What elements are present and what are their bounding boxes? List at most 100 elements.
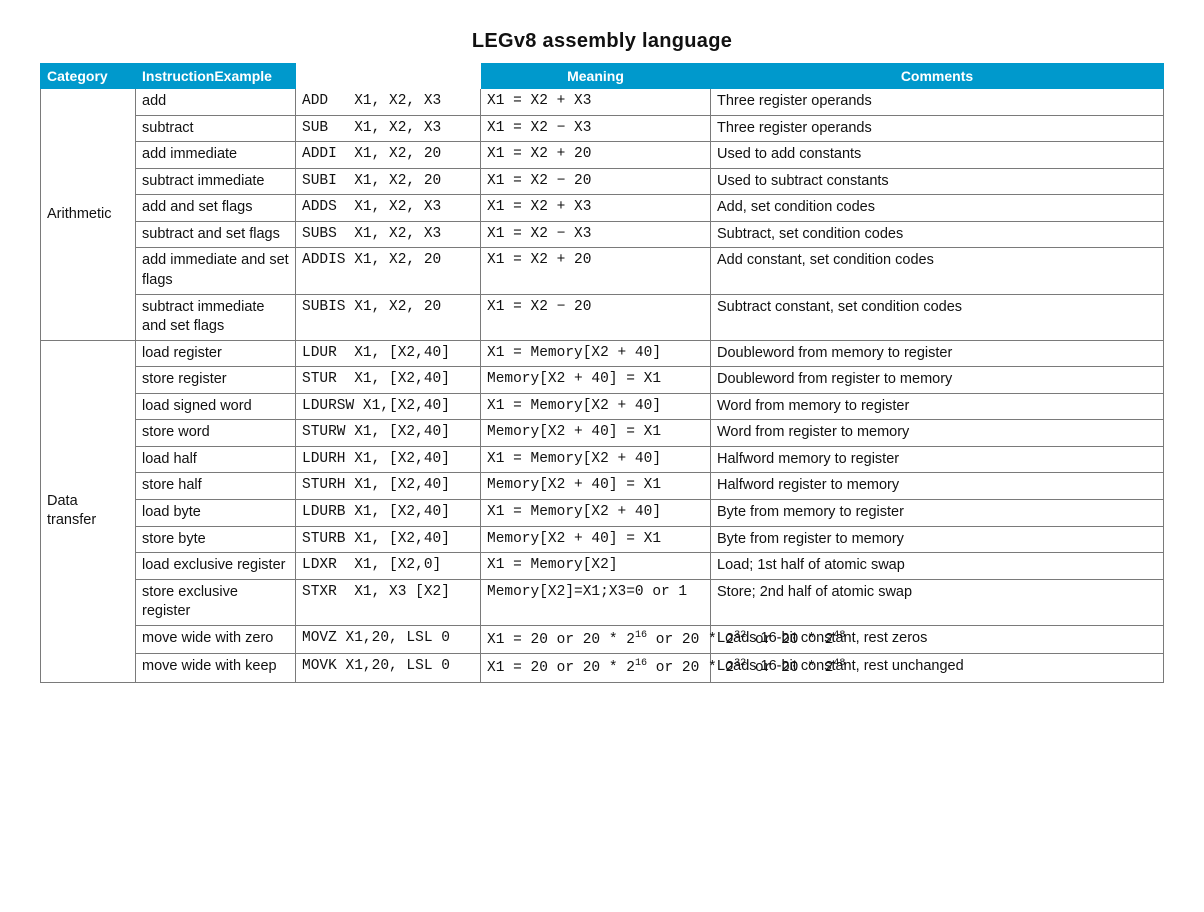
instruction-table: Category InstructionExample Meaning Comm… bbox=[40, 63, 1164, 683]
example-cell: LDURSW X1,[X2,40] bbox=[296, 393, 481, 420]
comments-cell: Store; 2nd half of atomic swap bbox=[711, 579, 1164, 625]
comments-cell: Loads 16-bit constant, rest unchanged bbox=[711, 654, 1164, 682]
meaning-cell: Memory[X2 + 40] = X1 bbox=[481, 526, 711, 553]
instruction-cell: load register bbox=[136, 340, 296, 367]
example-cell: LDURB X1, [X2,40] bbox=[296, 500, 481, 527]
table-row: store byteSTURB X1, [X2,40]Memory[X2 + 4… bbox=[41, 526, 1164, 553]
meaning-cell: X1 = Memory[X2 + 40] bbox=[481, 500, 711, 527]
col-instruction: InstructionExample bbox=[136, 64, 296, 89]
comments-cell: Word from register to memory bbox=[711, 420, 1164, 447]
example-cell: LDXR X1, [X2,0] bbox=[296, 553, 481, 580]
instruction-cell: add bbox=[136, 89, 296, 116]
table-row: Data transferload registerLDUR X1, [X2,4… bbox=[41, 340, 1164, 367]
meaning-cell: Memory[X2 + 40] = X1 bbox=[481, 367, 711, 394]
example-cell: STURB X1, [X2,40] bbox=[296, 526, 481, 553]
meaning-cell: X1 = X2 + 20 bbox=[481, 142, 711, 169]
table-row: subtractSUB X1, X2, X3X1 = X2 − X3Three … bbox=[41, 115, 1164, 142]
instruction-cell: load exclusive register bbox=[136, 553, 296, 580]
instruction-cell: subtract immediate bbox=[136, 168, 296, 195]
comments-cell: Halfword register to memory bbox=[711, 473, 1164, 500]
col-category: Category bbox=[41, 64, 136, 89]
example-cell: STURW X1, [X2,40] bbox=[296, 420, 481, 447]
comments-cell: Three register operands bbox=[711, 89, 1164, 116]
comments-cell: Byte from register to memory bbox=[711, 526, 1164, 553]
comments-cell: Add, set condition codes bbox=[711, 195, 1164, 222]
example-cell: MOVK X1,20, LSL 0 bbox=[296, 654, 481, 682]
example-cell: LDUR X1, [X2,40] bbox=[296, 340, 481, 367]
meaning-cell: Memory[X2 + 40] = X1 bbox=[481, 420, 711, 447]
example-cell: ADDS X1, X2, X3 bbox=[296, 195, 481, 222]
meaning-cell: X1 = 20 or 20 * 216 or 20 * 232 or 20 * … bbox=[481, 625, 711, 653]
meaning-cell: X1 = X2 − X3 bbox=[481, 115, 711, 142]
instruction-cell: load byte bbox=[136, 500, 296, 527]
instruction-cell: add immediate bbox=[136, 142, 296, 169]
table-row: load halfLDURH X1, [X2,40]X1 = Memory[X2… bbox=[41, 446, 1164, 473]
example-cell: SUBIS X1, X2, 20 bbox=[296, 294, 481, 340]
meaning-cell: X1 = 20 or 20 * 216 or 20 * 232 or 20 * … bbox=[481, 654, 711, 682]
table-row: store wordSTURW X1, [X2,40]Memory[X2 + 4… bbox=[41, 420, 1164, 447]
table-row: add immediateADDI X1, X2, 20X1 = X2 + 20… bbox=[41, 142, 1164, 169]
instruction-cell: load half bbox=[136, 446, 296, 473]
comments-cell: Halfword memory to register bbox=[711, 446, 1164, 473]
instruction-cell: store word bbox=[136, 420, 296, 447]
instruction-cell: move wide with keep bbox=[136, 654, 296, 682]
meaning-cell: X1 = X2 + X3 bbox=[481, 195, 711, 222]
table-header-row: Category InstructionExample Meaning Comm… bbox=[41, 64, 1164, 89]
table-row: move wide with zeroMOVZ X1,20, LSL 0X1 =… bbox=[41, 625, 1164, 653]
meaning-cell: X1 = Memory[X2 + 40] bbox=[481, 446, 711, 473]
comments-cell: Subtract, set condition codes bbox=[711, 221, 1164, 248]
meaning-cell: X1 = X2 − 20 bbox=[481, 294, 711, 340]
col-comments: Comments bbox=[711, 64, 1164, 89]
table-row: ArithmeticaddADD X1, X2, X3X1 = X2 + X3T… bbox=[41, 89, 1164, 116]
category-cell: Data transfer bbox=[41, 340, 136, 682]
instruction-cell: store exclusive register bbox=[136, 579, 296, 625]
table-row: subtract immediateSUBI X1, X2, 20X1 = X2… bbox=[41, 168, 1164, 195]
example-cell: STXR X1, X3 [X2] bbox=[296, 579, 481, 625]
comments-cell: Doubleword from register to memory bbox=[711, 367, 1164, 394]
instruction-cell: add and set flags bbox=[136, 195, 296, 222]
comments-cell: Used to subtract constants bbox=[711, 168, 1164, 195]
meaning-cell: X1 = Memory[X2] bbox=[481, 553, 711, 580]
example-cell: MOVZ X1,20, LSL 0 bbox=[296, 625, 481, 653]
example-cell: SUBS X1, X2, X3 bbox=[296, 221, 481, 248]
instruction-cell: subtract bbox=[136, 115, 296, 142]
table-row: load signed wordLDURSW X1,[X2,40]X1 = Me… bbox=[41, 393, 1164, 420]
meaning-cell: X1 = X2 + X3 bbox=[481, 89, 711, 116]
page-title: LEGv8 assembly language bbox=[40, 30, 1164, 53]
category-cell: Arithmetic bbox=[41, 89, 136, 341]
comments-cell: Three register operands bbox=[711, 115, 1164, 142]
table-row: subtract and set flagsSUBS X1, X2, X3X1 … bbox=[41, 221, 1164, 248]
meaning-cell: Memory[X2 + 40] = X1 bbox=[481, 473, 711, 500]
example-cell: SUBI X1, X2, 20 bbox=[296, 168, 481, 195]
example-cell: ADDI X1, X2, 20 bbox=[296, 142, 481, 169]
comments-cell: Load; 1st half of atomic swap bbox=[711, 553, 1164, 580]
example-cell: ADDIS X1, X2, 20 bbox=[296, 248, 481, 294]
comments-cell: Word from memory to register bbox=[711, 393, 1164, 420]
meaning-cell: X1 = X2 + 20 bbox=[481, 248, 711, 294]
example-cell: STURH X1, [X2,40] bbox=[296, 473, 481, 500]
instruction-cell: subtract immediate and set flags bbox=[136, 294, 296, 340]
meaning-cell: X1 = X2 − X3 bbox=[481, 221, 711, 248]
example-cell: STUR X1, [X2,40] bbox=[296, 367, 481, 394]
comments-cell: Add constant, set condition codes bbox=[711, 248, 1164, 294]
table-row: store registerSTUR X1, [X2,40]Memory[X2 … bbox=[41, 367, 1164, 394]
example-cell: ADD X1, X2, X3 bbox=[296, 89, 481, 116]
col-meaning: Meaning bbox=[481, 64, 711, 89]
table-row: add immediate and set flagsADDIS X1, X2,… bbox=[41, 248, 1164, 294]
table-row: subtract immediate and set flagsSUBIS X1… bbox=[41, 294, 1164, 340]
meaning-cell: X1 = X2 − 20 bbox=[481, 168, 711, 195]
comments-cell: Loads 16-bit constant, rest zeros bbox=[711, 625, 1164, 653]
example-cell: SUB X1, X2, X3 bbox=[296, 115, 481, 142]
table-row: store exclusive registerSTXR X1, X3 [X2]… bbox=[41, 579, 1164, 625]
instruction-cell: store register bbox=[136, 367, 296, 394]
meaning-cell: Memory[X2]=X1;X3=0 or 1 bbox=[481, 579, 711, 625]
table-row: add and set flagsADDS X1, X2, X3X1 = X2 … bbox=[41, 195, 1164, 222]
comments-cell: Subtract constant, set condition codes bbox=[711, 294, 1164, 340]
table-row: move wide with keepMOVK X1,20, LSL 0X1 =… bbox=[41, 654, 1164, 682]
meaning-cell: X1 = Memory[X2 + 40] bbox=[481, 393, 711, 420]
comments-cell: Used to add constants bbox=[711, 142, 1164, 169]
instruction-cell: load signed word bbox=[136, 393, 296, 420]
comments-cell: Byte from memory to register bbox=[711, 500, 1164, 527]
instruction-cell: store byte bbox=[136, 526, 296, 553]
table-row: load byteLDURB X1, [X2,40]X1 = Memory[X2… bbox=[41, 500, 1164, 527]
